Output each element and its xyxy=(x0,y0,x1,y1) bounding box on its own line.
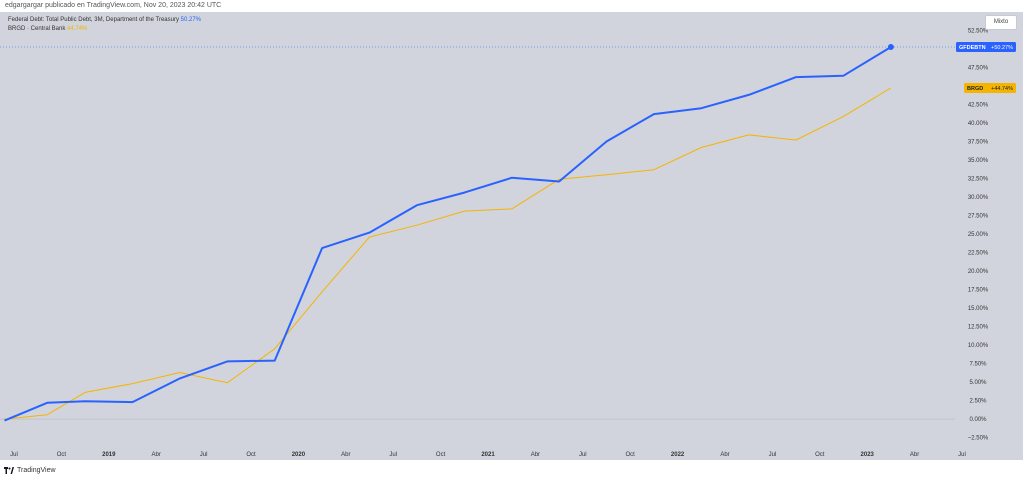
y-tick-label: 52.50% xyxy=(968,29,989,35)
x-tick-label: Jul xyxy=(579,452,587,458)
publish-attribution: edgargargar publicado en TradingView.com… xyxy=(5,2,222,9)
x-tick-label: Abr xyxy=(531,452,540,458)
legend-value: 50.27% xyxy=(180,17,202,23)
series-line-brgd[interactable] xyxy=(4,87,892,420)
chart-frame[interactable]: 52.50%50.00%47.50%45.00%42.50%40.00%37.5… xyxy=(0,12,1023,460)
y-tick-label: 35.00% xyxy=(968,158,989,164)
last-value-text: +50.27% xyxy=(991,45,1013,51)
x-tick-label: Oct xyxy=(626,452,636,458)
legend-label: BRGD · Central Bank xyxy=(8,26,66,32)
x-tick-label: 2023 xyxy=(861,452,875,458)
last-value-series-name: GFDEBTN xyxy=(959,45,986,51)
x-tick-label: Oct xyxy=(436,452,446,458)
x-tick-label: Jul xyxy=(200,452,208,458)
footer-branding[interactable]: TradingView xyxy=(4,467,56,474)
x-tick-label: Abr xyxy=(720,452,729,458)
legend-entry-brgd[interactable]: BRGD · Central Bank 44.74% xyxy=(8,25,201,34)
y-tick-label: 7.50% xyxy=(969,362,987,368)
x-tick-label: Abr xyxy=(152,452,161,458)
time-axis[interactable]: Jul Oct 2019 Abr Jul Oct 2020 Abr Jul Oct 2021 Abr J… xyxy=(10,452,966,458)
x-tick-label: Jul xyxy=(769,452,777,458)
y-tick-label: 32.50% xyxy=(968,177,989,183)
price-chart[interactable]: 52.50%50.00%47.50%45.00%42.50%40.00%37.5… xyxy=(0,12,1023,460)
legend-label: Federal Debt: Total Public Debt, 3M, Dep… xyxy=(8,17,179,23)
legend-entry-gfdebtn[interactable]: Federal Debt: Total Public Debt, 3M, Dep… xyxy=(8,16,201,25)
y-tick-label: 10.00% xyxy=(968,343,989,349)
x-tick-label: Abr xyxy=(341,452,350,458)
series-layer xyxy=(0,44,955,422)
y-tick-label: 5.00% xyxy=(969,380,987,386)
last-value-text: +44.74% xyxy=(991,86,1013,92)
y-tick-label: 12.50% xyxy=(968,325,989,331)
y-tick-label: 22.50% xyxy=(968,251,989,257)
plot-background xyxy=(0,12,1023,460)
series-line-gfdebtn[interactable] xyxy=(4,46,892,422)
y-tick-label: 27.50% xyxy=(968,214,989,220)
scale-mode-button[interactable]: Mixto xyxy=(985,15,1017,30)
tradingview-logo-icon xyxy=(4,467,14,474)
x-tick-label: Oct xyxy=(246,452,256,458)
last-value-tag-gfdebtn[interactable] xyxy=(956,42,1016,53)
last-value-series-name: BRGD xyxy=(967,86,983,92)
y-tick-label: 17.50% xyxy=(968,288,989,294)
y-tick-label: 47.50% xyxy=(968,66,989,72)
last-value-labels: GFDEBTN +50.27% BRGD +44.74% xyxy=(956,42,1016,93)
y-tick-label: 40.00% xyxy=(968,121,989,127)
x-tick-label: 2022 xyxy=(671,452,685,458)
x-tick-label: 2021 xyxy=(481,452,495,458)
y-tick-label: 42.50% xyxy=(968,103,989,109)
x-tick-label: 2020 xyxy=(292,452,306,458)
x-tick-label: Oct xyxy=(57,452,67,458)
x-tick-label: Jul xyxy=(10,452,18,458)
y-tick-label: 37.50% xyxy=(968,140,989,146)
y-tick-label: −2.50% xyxy=(968,436,989,442)
y-tick-label: 30.00% xyxy=(968,195,989,201)
y-tick-label: 0.00% xyxy=(969,417,987,423)
last-point-marker[interactable] xyxy=(887,44,894,51)
y-tick-label: 20.00% xyxy=(968,269,989,275)
x-tick-label: Oct xyxy=(815,452,825,458)
x-tick-label: Abr xyxy=(910,452,919,458)
y-tick-label: 2.50% xyxy=(969,399,987,405)
x-tick-label: 2019 xyxy=(102,452,116,458)
y-tick-label: 15.00% xyxy=(968,306,989,312)
legend: Federal Debt: Total Public Debt, 3M, Dep… xyxy=(8,16,201,34)
x-tick-label: Jul xyxy=(958,452,966,458)
last-value-tag-brgd[interactable] xyxy=(964,82,1016,93)
y-tick-label: 25.00% xyxy=(968,232,989,238)
legend-value: 44.74% xyxy=(67,26,88,32)
footer-text: TradingView xyxy=(17,467,56,474)
x-tick-label: Jul xyxy=(389,452,397,458)
